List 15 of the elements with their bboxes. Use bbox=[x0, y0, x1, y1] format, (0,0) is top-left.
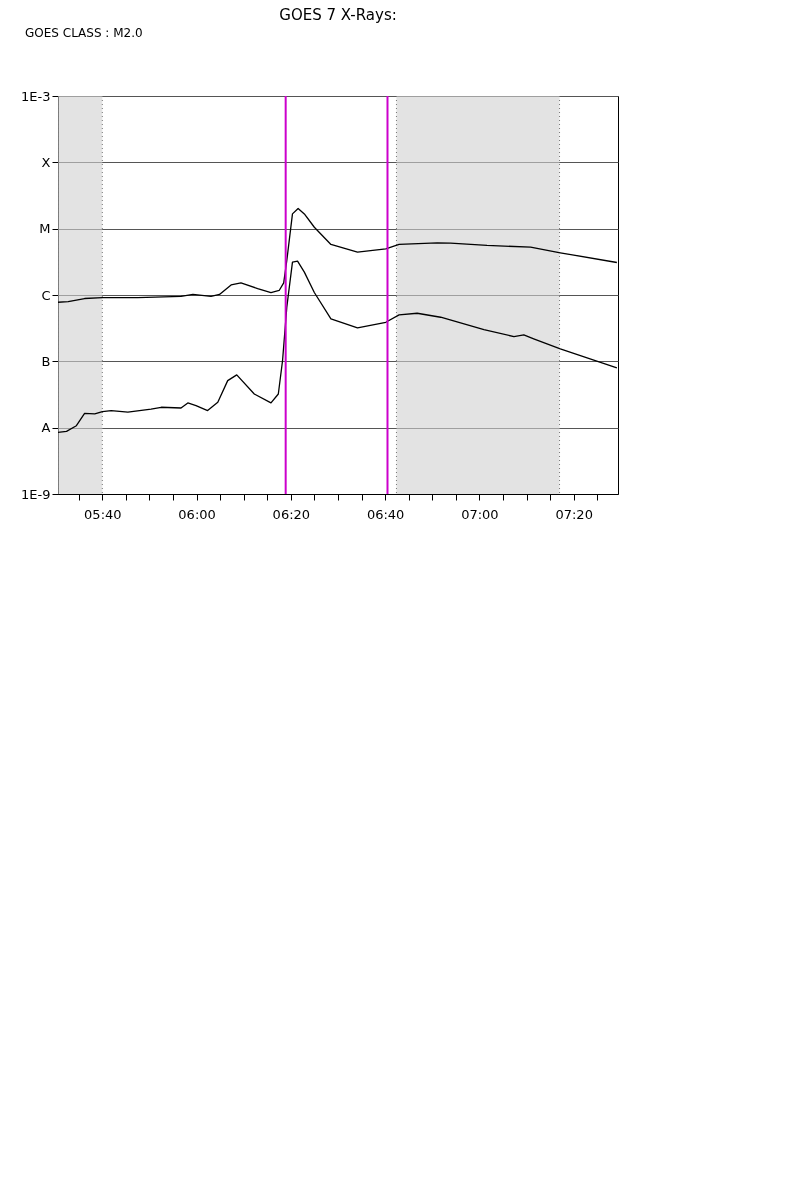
x-tick-label: 06:20 bbox=[272, 506, 311, 522]
y-tick-label: 1E-9 bbox=[21, 486, 51, 502]
y-tick-label: B bbox=[41, 353, 51, 369]
x-tick-label: 07:00 bbox=[461, 506, 499, 522]
chart-title: GOES 7 X-Rays: bbox=[279, 6, 397, 24]
text: GOES CLASS : M2.0 bbox=[25, 26, 143, 40]
y-tick-label: M bbox=[39, 221, 51, 237]
y-tick-label: 1E-3 bbox=[21, 88, 51, 104]
x-tick-label: 06:00 bbox=[178, 506, 216, 522]
x-tick-label: 05:40 bbox=[84, 506, 122, 522]
x-tick-label: 07:20 bbox=[555, 506, 593, 522]
y-tick-label: X bbox=[41, 154, 51, 170]
y-tick-label: C bbox=[41, 287, 51, 303]
y-tick-label: A bbox=[41, 420, 51, 436]
x-tick-label: 06:40 bbox=[366, 506, 405, 522]
